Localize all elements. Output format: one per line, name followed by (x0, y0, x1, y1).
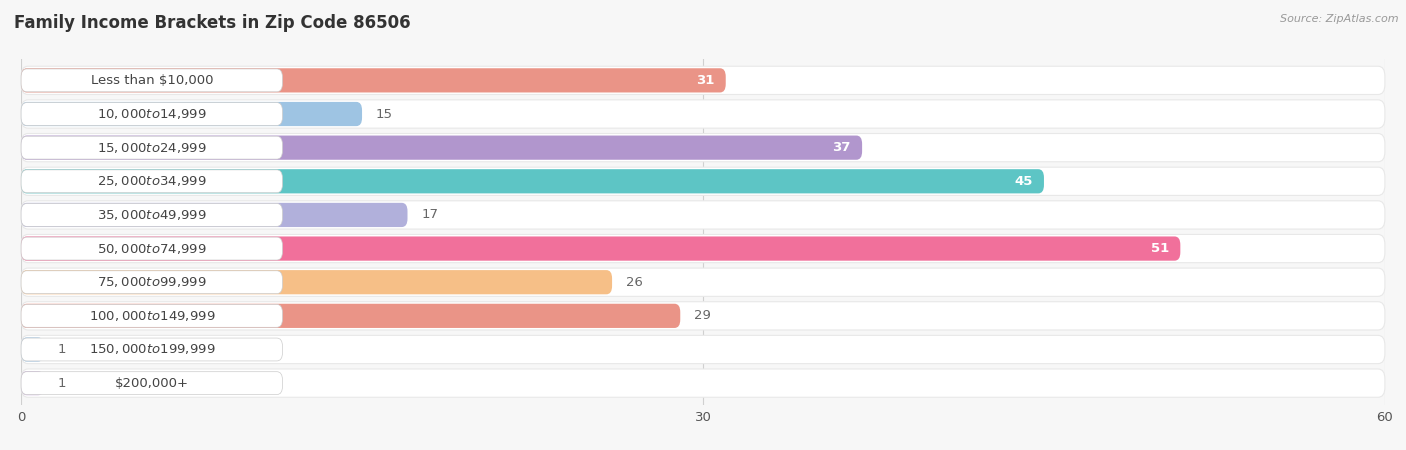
FancyBboxPatch shape (21, 268, 1385, 297)
FancyBboxPatch shape (21, 304, 681, 328)
Text: Less than $10,000: Less than $10,000 (90, 74, 214, 87)
FancyBboxPatch shape (21, 69, 283, 92)
Text: 17: 17 (422, 208, 439, 221)
FancyBboxPatch shape (21, 203, 283, 226)
Text: 26: 26 (626, 276, 643, 289)
FancyBboxPatch shape (21, 338, 283, 361)
Text: $50,000 to $74,999: $50,000 to $74,999 (97, 242, 207, 256)
FancyBboxPatch shape (21, 201, 1385, 229)
FancyBboxPatch shape (21, 371, 44, 395)
Text: $100,000 to $149,999: $100,000 to $149,999 (89, 309, 215, 323)
Text: 29: 29 (695, 309, 711, 322)
FancyBboxPatch shape (21, 302, 1385, 330)
FancyBboxPatch shape (21, 66, 1385, 94)
Text: 31: 31 (696, 74, 714, 87)
FancyBboxPatch shape (21, 203, 408, 227)
Text: $15,000 to $24,999: $15,000 to $24,999 (97, 141, 207, 155)
FancyBboxPatch shape (21, 234, 1385, 263)
FancyBboxPatch shape (21, 135, 862, 160)
Text: 15: 15 (375, 108, 392, 121)
Text: 45: 45 (1014, 175, 1032, 188)
Text: $75,000 to $99,999: $75,000 to $99,999 (97, 275, 207, 289)
Text: Source: ZipAtlas.com: Source: ZipAtlas.com (1281, 14, 1399, 23)
FancyBboxPatch shape (21, 103, 283, 126)
Text: $150,000 to $199,999: $150,000 to $199,999 (89, 342, 215, 356)
FancyBboxPatch shape (21, 270, 612, 294)
Text: $35,000 to $49,999: $35,000 to $49,999 (97, 208, 207, 222)
Text: 37: 37 (832, 141, 851, 154)
Text: 1: 1 (58, 377, 66, 390)
Text: 51: 51 (1150, 242, 1168, 255)
FancyBboxPatch shape (21, 102, 363, 126)
FancyBboxPatch shape (21, 170, 283, 193)
FancyBboxPatch shape (21, 237, 283, 260)
FancyBboxPatch shape (21, 271, 283, 294)
FancyBboxPatch shape (21, 136, 283, 159)
FancyBboxPatch shape (21, 167, 1385, 195)
FancyBboxPatch shape (21, 304, 283, 327)
Text: $200,000+: $200,000+ (115, 377, 188, 390)
FancyBboxPatch shape (21, 100, 1385, 128)
FancyBboxPatch shape (21, 134, 1385, 162)
FancyBboxPatch shape (21, 338, 44, 362)
FancyBboxPatch shape (21, 369, 1385, 397)
FancyBboxPatch shape (21, 335, 1385, 364)
Text: $10,000 to $14,999: $10,000 to $14,999 (97, 107, 207, 121)
FancyBboxPatch shape (21, 372, 283, 395)
FancyBboxPatch shape (21, 68, 725, 93)
FancyBboxPatch shape (21, 236, 1181, 261)
FancyBboxPatch shape (21, 169, 1043, 194)
Text: $25,000 to $34,999: $25,000 to $34,999 (97, 174, 207, 188)
Text: Family Income Brackets in Zip Code 86506: Family Income Brackets in Zip Code 86506 (14, 14, 411, 32)
Text: 1: 1 (58, 343, 66, 356)
